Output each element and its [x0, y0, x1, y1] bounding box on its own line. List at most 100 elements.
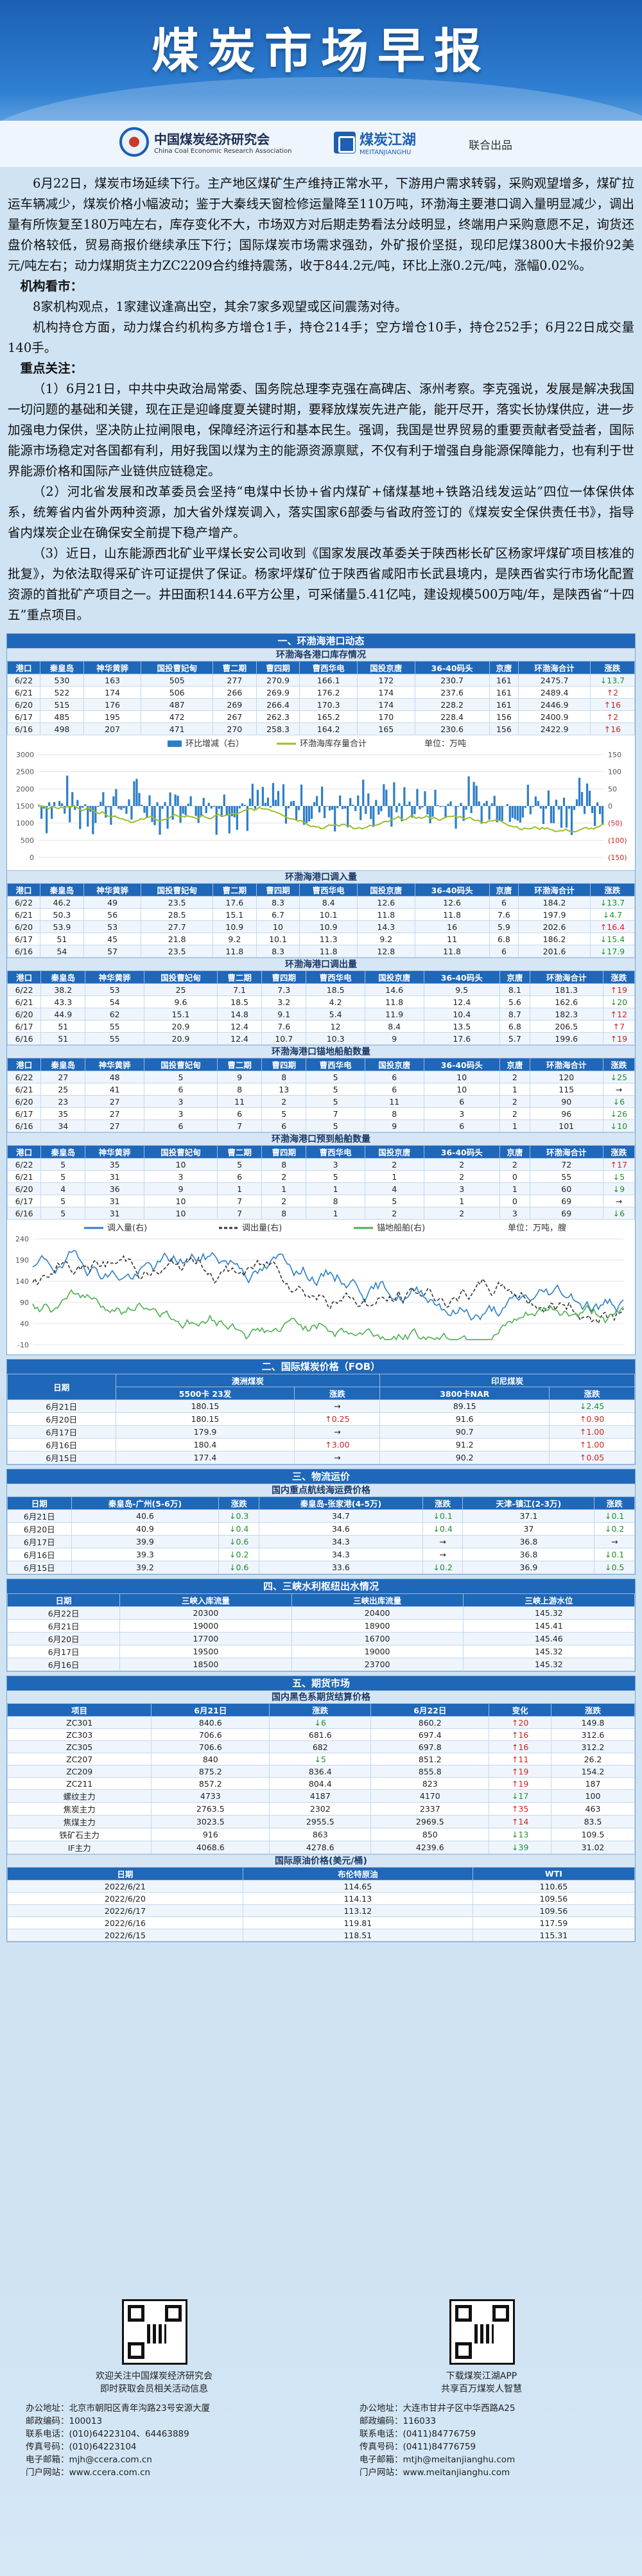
label: 办公地址： — [360, 2403, 403, 2414]
col-header: 36-40码头 — [414, 661, 490, 674]
change-bar — [236, 806, 238, 830]
table-cell: 6/22 — [6, 983, 42, 996]
table-cell: 115.31 — [472, 1929, 636, 1941]
table-cell: 11 — [414, 933, 490, 945]
table-cell: 1 — [499, 1119, 530, 1132]
change-bar — [462, 806, 465, 821]
table-title: 国内重点航线海运费价格 — [7, 1484, 635, 1496]
footer: 欢迎关注中国煤炭经济研究会 即时获取会员相关活动信息 下载煤炭江湖APP 共享百… — [0, 2274, 642, 2576]
change-bar — [498, 806, 501, 820]
table-cell: 72 — [529, 1158, 603, 1171]
table-cell: ↓13.7 — [589, 674, 636, 687]
table-cell: 6/20 — [6, 698, 41, 711]
table-cell: 6 — [216, 1107, 263, 1120]
section-futures: 五、期货市场 国内黑色系期货结算价格 项目 6月21日 涨跌 6月22日 变化 涨跌 ZC3… — [6, 1676, 636, 1942]
col-header: 神华黄骅 — [83, 883, 142, 897]
table-row: 6/20 44.9 62 15.1 14.8 9.1 5.4 11.9 10.4 8.7 182.3… — [6, 1008, 636, 1021]
table-cell: 2 — [364, 1207, 424, 1220]
table-cell: ZC207 — [6, 1753, 152, 1766]
y-tick-label: 2000 — [16, 785, 34, 793]
table-cell: 8.1 — [499, 983, 530, 996]
website-link[interactable]: www.ccera.com.cn — [69, 2467, 151, 2478]
col-header: 京唐 — [489, 661, 519, 674]
table-cell: 9.5 — [423, 983, 500, 996]
table-cell: 螺纹主力 — [6, 1789, 152, 1803]
table-row: 6/16 34 27 6 7 6 5 9 6 1 101 ↓10 — [6, 1119, 636, 1132]
change-bar — [100, 802, 102, 806]
table-cell: ↑1.00 — [549, 1438, 635, 1451]
table-cell: ↓20 — [602, 995, 636, 1008]
table-cell: 823 — [370, 1777, 490, 1790]
change-bar — [292, 800, 295, 806]
change-bar — [460, 803, 462, 806]
change-bar — [537, 801, 539, 806]
change-bar — [475, 785, 478, 806]
table-row: 6/21 50.3 56 28.5 15.1 6.7 10.1 11.8 11.8 7.6 197.… — [6, 908, 636, 921]
table-cell: 113.12 — [242, 1904, 473, 1917]
table-cell: 237.6 — [414, 686, 490, 699]
col-header: 日期 — [7, 1496, 72, 1510]
change-bar — [455, 806, 457, 829]
email-link[interactable]: mtjh@meitanjianghu.com — [403, 2455, 516, 2465]
change-bar — [43, 806, 46, 809]
table-cell: 13.5 — [423, 1020, 500, 1033]
table-cell: 145.32 — [462, 1658, 636, 1671]
ccera-qr-code-icon[interactable] — [122, 2299, 187, 2365]
col-header: 三峡上游水位 — [462, 1593, 636, 1607]
col-header: 神华黄骅 — [83, 661, 142, 674]
change-bar — [284, 806, 288, 824]
table-cell: 34 — [40, 1119, 86, 1132]
table-cell: 6月17日 — [7, 1535, 72, 1548]
table-cell: 7.6 — [261, 1020, 307, 1033]
table-cell: 7 — [216, 1207, 263, 1220]
table-cell: 6/21 — [6, 908, 41, 921]
table-cell: ↑14 — [489, 1815, 551, 1828]
change-bar — [200, 806, 202, 816]
table-row: 6月16日 180.4 ↑3.00 91.2 ↑1.00 — [7, 1438, 635, 1451]
website-link[interactable]: www.meitanjianghu.com — [403, 2467, 510, 2478]
table-cell: 277 — [213, 674, 257, 687]
label: 办公地址： — [26, 2403, 69, 2414]
table-cell: 20400 — [291, 1606, 464, 1620]
table-cell: 90.7 — [379, 1425, 550, 1439]
meitanjianghu-logo: 煤炭江湖 MEITANJIANGHU — [334, 128, 416, 156]
zip: 100013 — [69, 2416, 103, 2426]
change-bar — [426, 806, 429, 815]
table-cell: 850 — [370, 1828, 490, 1841]
change-bar — [87, 806, 89, 827]
table-cell: 33.6 — [258, 1561, 423, 1574]
table-cell: 230.7 — [414, 674, 490, 687]
table-cell: 166.1 — [299, 674, 358, 687]
table-cell: ↑0.25 — [294, 1412, 381, 1426]
change-bar — [490, 803, 493, 806]
table-cell: 2 — [499, 1095, 530, 1108]
col-header: 秦皇岛 — [40, 661, 84, 674]
y-tick-label: -10 — [17, 1341, 29, 1349]
col-header: 国投曹妃甸 — [141, 883, 213, 897]
table-cell: 145.32 — [462, 1606, 636, 1620]
table-cell: 6/16 — [6, 723, 41, 735]
table-cell: 11.8 — [356, 908, 415, 921]
three-gorges-table: 日期 三峡入库流量 三峡出库流量 三峡上游水位 6月22日 20300 20400 145.3… — [6, 1593, 636, 1671]
app-qr-code-icon[interactable] — [449, 2299, 515, 2365]
table-cell: 6/21 — [6, 995, 42, 1008]
table-cell: 2763.5 — [151, 1802, 270, 1816]
table-cell: 145.46 — [462, 1632, 636, 1645]
summary-paragraph: 6月22日，煤炭市场延续下行。主产地区煤矿生产维持正常水平，下游用户需求转弱，采… — [8, 176, 634, 273]
col-header: 秦皇岛 — [40, 970, 86, 984]
change-bar — [74, 806, 76, 810]
table-cell: 463 — [551, 1802, 635, 1816]
table-cell: 1 — [261, 1182, 307, 1195]
table-cell: 60 — [529, 1182, 603, 1195]
table-cell: 2 — [499, 1071, 530, 1083]
table-cell: 27 — [85, 1119, 144, 1132]
table-cell: 7.1 — [216, 983, 263, 996]
col-header: 秦皇岛-张家港(4-5万) — [258, 1496, 423, 1510]
table-cell: 21.8 — [141, 933, 213, 945]
table-cell: 4239.6 — [370, 1841, 490, 1854]
table-cell: ↑0.90 — [549, 1412, 635, 1426]
table-cell: 860.2 — [370, 1716, 490, 1729]
table-cell: 12.6 — [414, 896, 490, 909]
email-link[interactable]: mjh@ccera.com.cn — [69, 2455, 152, 2465]
change-bar — [61, 803, 64, 806]
